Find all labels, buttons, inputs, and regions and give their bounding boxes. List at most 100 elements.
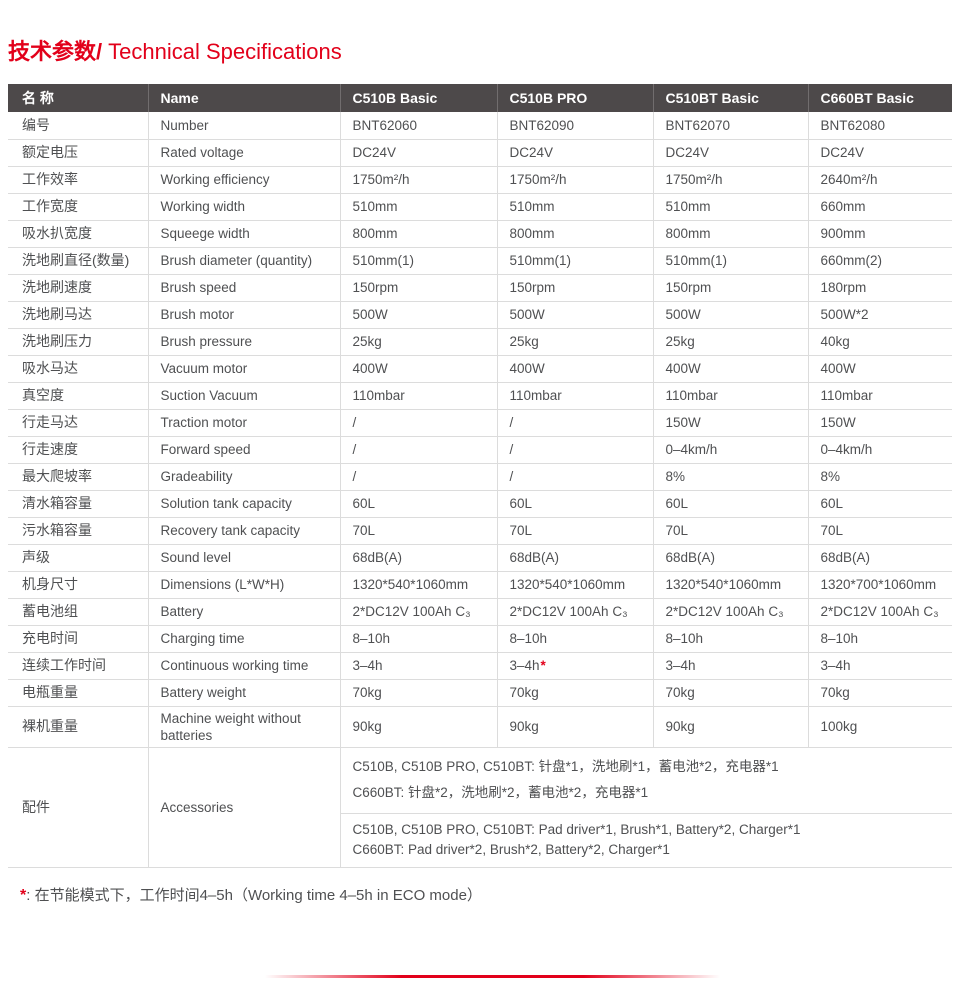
table-row: 工作宽度 Working width 510mm 510mm 510mm 660mm — [8, 193, 952, 221]
spec-value-cell: 70kg — [807, 679, 952, 707]
spec-value-cell: 25kg — [339, 328, 497, 356]
spec-value-cell: 110mbar — [339, 382, 497, 410]
spec-value-cell: 800mm — [652, 220, 808, 248]
row-label-zh: 工作效率 — [8, 166, 148, 194]
spec-value-cell: 510mm(1) — [339, 247, 497, 275]
spec-value-cell: 510mm — [496, 193, 653, 221]
spec-value-cell: 40kg — [807, 328, 952, 356]
spec-table-body: 编号 Number BNT62060 BNT62090 BNT62070 BNT62080… — [8, 112, 952, 868]
row-label-zh: 最大爬坡率 — [8, 463, 148, 491]
row-label-en: Solution tank capacity — [147, 490, 340, 518]
row-label-en: Number — [147, 112, 340, 140]
spec-value-cell: 510mm — [339, 193, 497, 221]
row-label-zh: 电瓶重量 — [8, 679, 148, 707]
row-label-en: Accessories — [147, 747, 340, 868]
spec-value-cell: 150rpm — [339, 274, 497, 302]
spec-value-cell: DC24V — [339, 139, 497, 167]
page-title-zh: 技术参数/ — [8, 39, 103, 64]
footnote-text: : 在节能模式下，工作时间4–5h（Working time 4–5h in E… — [26, 886, 482, 904]
spec-value-cell: 400W — [339, 355, 497, 383]
spec-value-cell: 0–4km/h — [807, 436, 952, 464]
row-label-en: Forward speed — [147, 436, 340, 464]
row-label-zh: 配件 — [8, 747, 148, 868]
spec-value-cell: 510mm(1) — [652, 247, 808, 275]
spec-value-cell: 800mm — [496, 220, 653, 248]
table-row: 电瓶重量 Battery weight 70kg 70kg 70kg 70kg — [8, 679, 952, 707]
spec-value-cell: 70kg — [652, 679, 808, 707]
spec-value-cell: BNT62090 — [496, 112, 653, 140]
row-label-zh: 真空度 — [8, 382, 148, 410]
spec-value-cell: 100kg — [807, 706, 952, 748]
spec-value-cell: 180rpm — [807, 274, 952, 302]
row-label-zh: 洗地刷速度 — [8, 274, 148, 302]
table-row: 机身尺寸 Dimensions (L*W*H) 1320*540*1060mm 132… — [8, 571, 952, 599]
row-label-en: Vacuum motor — [147, 355, 340, 383]
spec-value-cell: 8–10h — [496, 625, 653, 653]
table-row: 最大爬坡率 Gradeability //8% 8% — [8, 463, 952, 491]
spec-value-cell: 660mm(2) — [807, 247, 952, 275]
row-label-en: Squeege width — [147, 220, 340, 248]
accessories-line: C660BT: 针盘*2，洗地刷*2，蓄电池*2，充电器*1 — [352, 784, 649, 800]
spec-value-cell: 2*DC12V 100Ah C₃ — [496, 598, 653, 626]
row-label-zh: 额定电压 — [8, 139, 148, 167]
spec-value-cell: 70L — [807, 517, 952, 545]
column-header-c660bt-basic: C660BT Basic — [807, 84, 952, 112]
spec-table: 名 称 Name C510B Basic C510B PRO C510BT Ba… — [8, 84, 952, 868]
table-row: 蓄电池组 Battery 2*DC12V 100Ah C₃ 2*DC12V 100Ah… — [8, 598, 952, 626]
spec-value-cell: 400W — [807, 355, 952, 383]
table-row: 洗地刷压力 Brush pressure 25kg 25kg 25kg 40kg — [8, 328, 952, 356]
table-row: 洗地刷直径(数量) Brush diameter (quantity) 510mm(… — [8, 247, 952, 275]
table-row: 洗地刷速度 Brush speed 150rpm 150rpm 150rpm 180rpm — [8, 274, 952, 302]
spec-value-cell: DC24V — [652, 139, 808, 167]
row-label-zh: 吸水马达 — [8, 355, 148, 383]
spec-value-cell: BNT62070 — [652, 112, 808, 140]
spec-value-cell: 1320*540*1060mm — [496, 571, 653, 599]
row-label-en: Battery — [147, 598, 340, 626]
page-title: 技术参数/Technical Specifications — [0, 0, 960, 66]
row-label-en: Recovery tank capacity — [147, 517, 340, 545]
column-header-name-zh: 名 称 — [8, 84, 148, 112]
table-row: 洗地刷马达 Brush motor 500W 500W 500W 500W*2 — [8, 301, 952, 329]
spec-value-cell: 68dB(A) — [652, 544, 808, 572]
row-label-zh: 工作宽度 — [8, 193, 148, 221]
table-row: 裸机重量 Machine weight without batteries 90kg… — [8, 706, 952, 748]
table-row: 声级 Sound level 68dB(A) 68dB(A) 68dB(A) 68dB(A… — [8, 544, 952, 572]
row-label-zh: 行走速度 — [8, 436, 148, 464]
row-label-en: Brush diameter (quantity) — [147, 247, 340, 275]
spec-value-cell: / — [339, 463, 497, 491]
spec-value-cell: 70kg — [496, 679, 653, 707]
spec-value-cell: 800mm — [339, 220, 497, 248]
row-label-zh: 机身尺寸 — [8, 571, 148, 599]
footnote-marker: * — [540, 658, 546, 673]
spec-value-cell: DC24V — [807, 139, 952, 167]
footnote-marker: * — [20, 886, 27, 904]
row-label-en: Dimensions (L*W*H) — [147, 571, 340, 599]
spec-value-cell: 2*DC12V 100Ah C₃ — [807, 598, 952, 626]
row-label-zh: 蓄电池组 — [8, 598, 148, 626]
spec-value-cell: 60L — [807, 490, 952, 518]
spec-value-cell: 500W — [496, 301, 653, 329]
spec-value-cell: 8% — [652, 463, 808, 491]
spec-value-cell: 510mm — [652, 193, 808, 221]
table-row: 污水箱容量 Recovery tank capacity 70L 70L 70L 70L — [8, 517, 952, 545]
row-label-en: Rated voltage — [147, 139, 340, 167]
table-row: 清水箱容量 Solution tank capacity 60L 60L 60L 60L — [8, 490, 952, 518]
spec-value-cell: 60L — [652, 490, 808, 518]
spec-value-cell: 3–4h* — [496, 652, 653, 680]
spec-value-cell: 500W — [652, 301, 808, 329]
spec-value-cell: 150W — [652, 409, 808, 437]
spec-value-cell: 60L — [496, 490, 653, 518]
row-label-en: Traction motor — [147, 409, 340, 437]
spec-value-cell: 150rpm — [652, 274, 808, 302]
table-row: 吸水扒宽度 Squeege width 800mm 800mm 800mm 900mm — [8, 220, 952, 248]
spec-value-cell: 25kg — [496, 328, 653, 356]
spec-value-cell: 2640m²/h — [807, 166, 952, 194]
spec-value-cell: 68dB(A) — [807, 544, 952, 572]
row-label-en: Brush motor — [147, 301, 340, 329]
spec-value-cell: 70L — [496, 517, 653, 545]
accessories-cell: C510B, C510B PRO, C510BT: 针盘*1，洗地刷*1，蓄电池… — [339, 747, 952, 868]
spec-value-cell: 2*DC12V 100Ah C₃ — [339, 598, 497, 626]
spec-value-cell: / — [496, 463, 653, 491]
column-header-c510bt-basic: C510BT Basic — [652, 84, 808, 112]
spec-value-cell: 150W — [807, 409, 952, 437]
